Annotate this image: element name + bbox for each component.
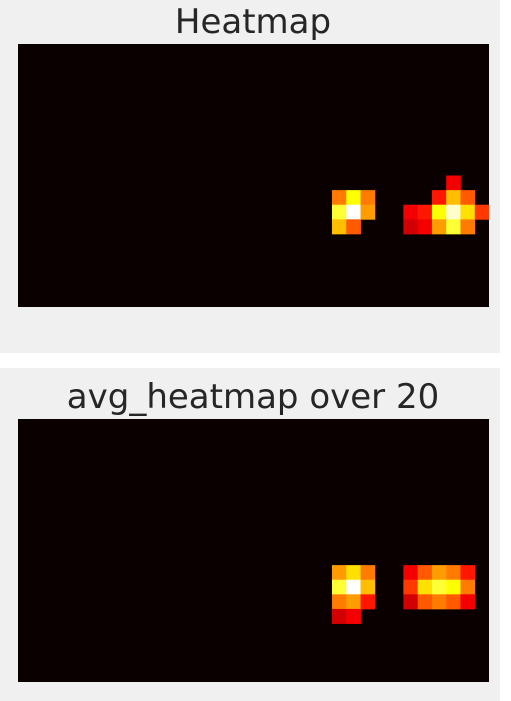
heatmap-cell	[332, 219, 347, 235]
heatmap-cell	[446, 594, 461, 610]
heatmap-cell	[460, 579, 476, 595]
heatmap-cell	[332, 190, 347, 206]
heatmap-cell	[446, 579, 461, 595]
avg-heatmap-title: avg_heatmap over 20	[66, 377, 440, 417]
heatmap-cell	[403, 565, 419, 581]
heatmap-cell	[332, 204, 347, 220]
heatmap-background	[18, 44, 489, 307]
heatmap-cell	[332, 594, 347, 610]
heatmap-cell	[346, 219, 361, 235]
heatmap-cell	[446, 204, 461, 220]
heatmap-cell	[460, 219, 476, 235]
heatmap-cell	[403, 204, 419, 220]
heatmap-cell	[360, 594, 376, 610]
heatmap-cell	[332, 579, 347, 595]
heatmap-cell	[431, 219, 447, 235]
heatmap-cell	[346, 204, 361, 220]
heatmap-cell	[460, 190, 476, 206]
heatmap-cell	[431, 579, 447, 595]
heatmap-cell	[446, 190, 461, 206]
heatmap-cell	[360, 204, 376, 220]
heatmap-cell	[446, 175, 461, 191]
avg-heatmap-panel: avg_heatmap over 20	[0, 368, 500, 701]
heatmap-cell	[360, 579, 376, 595]
heatmap-cell	[346, 190, 361, 206]
heatmap-cell	[417, 594, 433, 610]
heatmap-cell	[446, 565, 461, 581]
heatmap-cell	[332, 565, 347, 581]
heatmap-cell	[346, 565, 361, 581]
heatmap-cell	[332, 608, 347, 624]
heatmap-cell	[417, 579, 433, 595]
heatmap-cell	[460, 565, 476, 581]
heatmap-panel: Heatmap	[0, 0, 500, 353]
heatmap-cell	[460, 204, 476, 220]
heatmap-cell	[431, 594, 447, 610]
heatmap-cell	[417, 219, 433, 235]
avg-heatmap-plot	[18, 419, 489, 682]
heatmap-cell	[431, 190, 447, 206]
heatmap-cell	[446, 219, 461, 235]
heatmap-cell	[346, 608, 361, 624]
heatmap-title: Heatmap	[174, 2, 332, 42]
heatmap-cell	[403, 594, 419, 610]
heatmap-cell	[360, 565, 376, 581]
heatmap-cell	[403, 579, 419, 595]
heatmap-cell	[474, 204, 489, 220]
heatmap-cell	[346, 579, 361, 595]
heatmap-plot	[18, 44, 489, 307]
heatmap-cell	[403, 219, 419, 235]
heatmap-cell	[346, 594, 361, 610]
heatmap-cell	[417, 565, 433, 581]
heatmap-cell	[431, 565, 447, 581]
heatmap-cell	[360, 190, 376, 206]
heatmap-cell	[460, 594, 476, 610]
heatmap-cell	[431, 204, 447, 220]
heatmap-background	[18, 419, 489, 682]
heatmap-cell	[417, 204, 433, 220]
